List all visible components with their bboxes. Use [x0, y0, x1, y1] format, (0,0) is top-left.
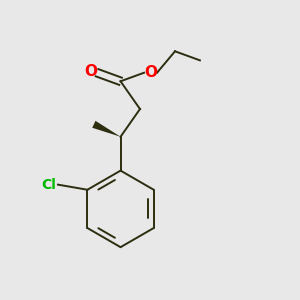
Polygon shape — [92, 121, 121, 137]
Text: Cl: Cl — [42, 178, 57, 192]
Text: O: O — [144, 64, 157, 80]
Text: O: O — [84, 64, 97, 79]
